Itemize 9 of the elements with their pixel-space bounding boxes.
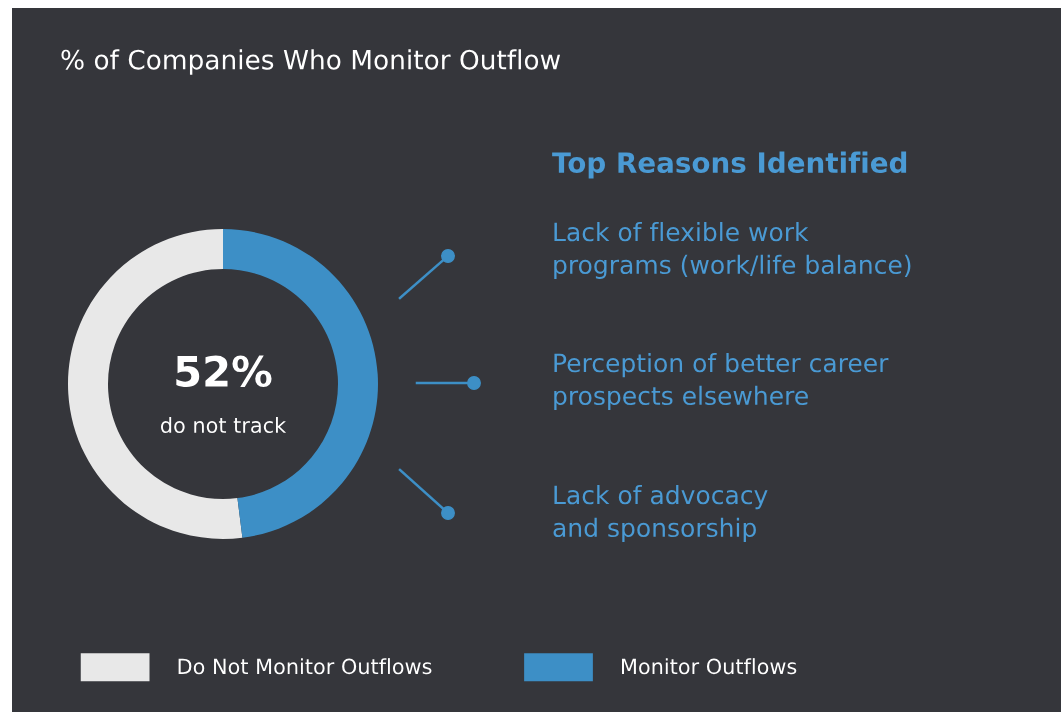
legend-label: Monitor Outflows [622,658,797,675]
text: Lack of flexible work programs (work/life balance) [554,222,911,279]
text: Perception of better career prospects elsewhere [554,353,889,410]
text: do not track [160,416,287,434]
text: Lack of advocacy and sponsorship [553,485,768,542]
text: Top Reasons Identified [552,151,907,179]
chart-title: % of Companies Who Monitor Outflow [61,49,561,75]
text: 52% [176,355,272,388]
legend-label: Do Not Monitor Outflows [178,658,432,675]
